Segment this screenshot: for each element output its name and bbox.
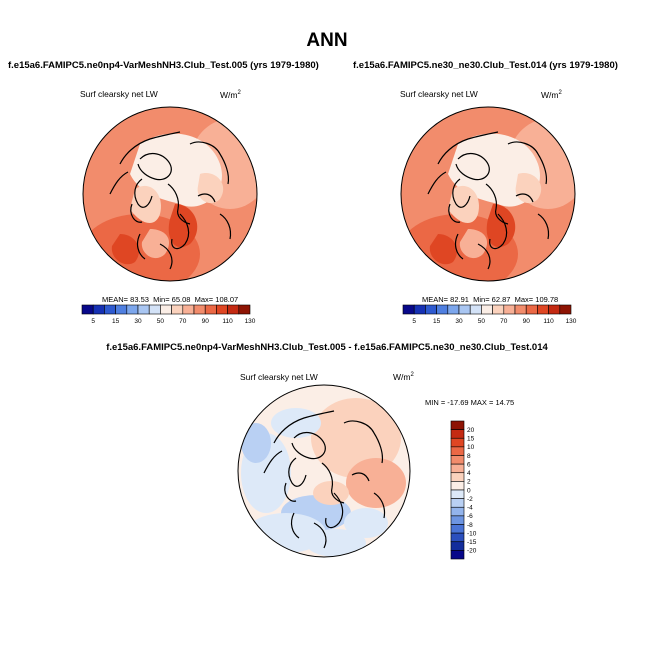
diff-polar-map <box>237 384 411 558</box>
right-colorbar-tick-label: 30 <box>455 318 463 325</box>
right-colorbar-tick-label: 5 <box>412 318 416 325</box>
diff-colorbar-box <box>450 541 465 551</box>
right-colorbar-box <box>481 304 493 315</box>
diff-colorbar-tick-label: -8 <box>467 522 473 529</box>
right-colorbar-tick-label: 130 <box>566 318 577 325</box>
diff-colorbar-box <box>450 455 465 465</box>
left-colorbar-box <box>193 304 206 315</box>
right-colorbar-tick-label: 15 <box>433 318 441 325</box>
left-colorbar-box <box>227 304 240 315</box>
diff-colorbar-tick-label: -2 <box>467 496 473 503</box>
diff-units-label: W/m2 <box>393 372 414 382</box>
right-colorbar-box <box>525 304 538 315</box>
left-stats: MEAN= 83.53 Min= 65.08 Max= 108.07 <box>102 295 239 304</box>
diff-colorbar-box <box>450 532 465 543</box>
diff-colorbar-tick-label: -15 <box>467 539 477 546</box>
diff-colorbar-box <box>450 472 465 482</box>
right-variable-label: Surf clearsky net LW <box>400 89 478 99</box>
right-colorbar-tick-label: 50 <box>478 318 486 325</box>
diff-variable-label: Surf clearsky net LW <box>240 372 318 382</box>
diff-colorbar-tick-label: -10 <box>467 530 477 537</box>
diff-colorbar-tick-label: 0 <box>467 487 471 494</box>
left-units-label: W/m2 <box>220 90 241 100</box>
left-colorbar-tick-label: 130 <box>245 318 256 325</box>
figure-title: ANN <box>306 30 348 51</box>
right-colorbar-box <box>548 304 561 315</box>
left-colorbar-box <box>148 304 161 315</box>
right-colorbar-tick-label: 110 <box>543 318 554 325</box>
diff-colorbar-box <box>450 446 465 456</box>
left-colorbar-box <box>216 304 228 315</box>
left-colorbar-box <box>104 304 116 315</box>
left-panel-title: f.e15a6.FAMIPC5.ne0np4-VarMeshNH3.Club_T… <box>8 60 319 71</box>
right-colorbar-box <box>402 304 415 315</box>
diff-colorbar-box <box>450 420 465 430</box>
diff-colorbar-box <box>450 489 465 499</box>
diff-stats: MIN = -17.69 MAX = 14.75 <box>425 398 515 407</box>
right-units-label: W/m2 <box>541 90 562 100</box>
diff-colorbar-tick-label: 2 <box>467 479 471 486</box>
left-colorbar-box <box>238 304 251 315</box>
diff-colorbar-tick-label: 6 <box>467 461 471 468</box>
left-colorbar-box <box>92 304 105 315</box>
right-colorbar-box <box>503 304 516 315</box>
left-colorbar-box <box>160 304 172 315</box>
diff-colorbar-tick-label: 8 <box>467 453 471 460</box>
diff-colorbar-box <box>450 506 465 517</box>
right-colorbar-box <box>436 304 449 315</box>
diff-colorbar-box <box>450 437 465 448</box>
left-colorbar-box <box>81 304 94 315</box>
diff-colorbar-tick-label: 20 <box>467 427 475 434</box>
left-colorbar-tick-label: 70 <box>179 318 187 325</box>
right-colorbar-box <box>447 304 460 315</box>
right-colorbar-tick-label: 90 <box>523 318 531 325</box>
left-colorbar-tick-label: 30 <box>134 318 142 325</box>
left-colorbar-tick-label: 5 <box>91 318 95 325</box>
diff-colorbar-box <box>450 524 465 534</box>
diff-colorbar-tick-label: -4 <box>467 505 473 512</box>
right-colorbar-box <box>458 304 471 315</box>
diff-colorbar-tick-label: 4 <box>467 470 471 477</box>
right-colorbar: 5 15 30 50 70 90 110 130 <box>402 304 577 325</box>
diff-colorbar-box <box>450 550 465 560</box>
right-colorbar-tick-label: 70 <box>500 318 508 325</box>
left-colorbar-box <box>204 304 217 315</box>
right-colorbar-box <box>425 304 437 315</box>
diff-colorbar-tick-label: -6 <box>467 513 473 520</box>
right-colorbar-box <box>559 304 572 315</box>
left-polar-map <box>82 106 258 282</box>
diff-colorbar-box <box>450 515 465 525</box>
left-colorbar-box <box>137 304 150 315</box>
diff-panel-title: f.e15a6.FAMIPC5.ne0np4-VarMeshNH3.Club_T… <box>106 342 548 353</box>
diff-colorbar-box <box>450 463 465 474</box>
left-colorbar-tick-label: 50 <box>157 318 165 325</box>
right-colorbar-box <box>537 304 549 315</box>
left-colorbar: 5 15 30 50 70 90 110 130 <box>81 304 256 325</box>
left-colorbar-tick-label: 15 <box>112 318 120 325</box>
left-colorbar-tick-label: 110 <box>222 318 233 325</box>
right-colorbar-box <box>492 304 505 315</box>
right-colorbar-box <box>413 304 426 315</box>
left-colorbar-box <box>171 304 184 315</box>
diff-colorbar-tick-label: -20 <box>467 548 477 555</box>
right-colorbar-box <box>514 304 527 315</box>
diff-colorbar-box <box>450 429 465 439</box>
diff-colorbar-tick-label: 15 <box>467 436 475 443</box>
diff-colorbar-box <box>450 498 465 508</box>
left-colorbar-box <box>115 304 128 315</box>
diff-colorbar-box <box>450 481 465 491</box>
left-colorbar-tick-label: 90 <box>202 318 210 325</box>
left-colorbar-box <box>182 304 195 315</box>
diff-colorbar-tick-label: 10 <box>467 444 475 451</box>
right-polar-map <box>400 106 576 282</box>
right-stats: MEAN= 82.91 Min= 62.87 Max= 109.78 <box>422 295 559 304</box>
right-colorbar-box <box>469 304 482 315</box>
left-colorbar-box <box>126 304 139 315</box>
right-panel-title: f.e15a6.FAMIPC5.ne30_ne30.Club_Test.014 … <box>353 60 618 71</box>
left-variable-label: Surf clearsky net LW <box>80 89 158 99</box>
